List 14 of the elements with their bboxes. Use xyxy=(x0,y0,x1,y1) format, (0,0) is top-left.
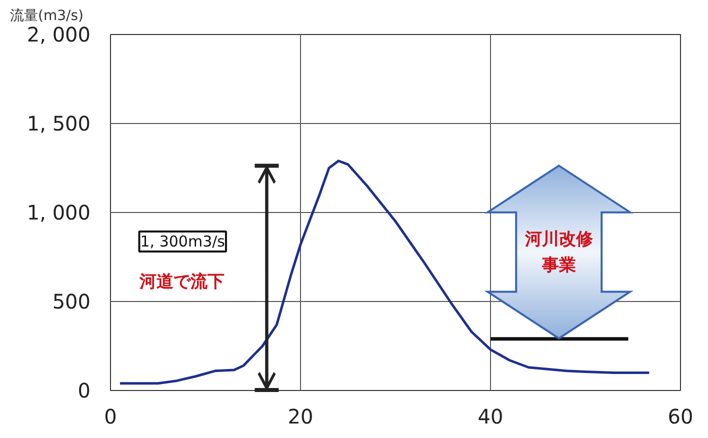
y-axis-title: 流量(m3/s) xyxy=(10,8,84,24)
y-tick-label: 1, 000 xyxy=(26,200,91,224)
y-tick-label: 500 xyxy=(52,290,91,314)
y-tick-label: 0 xyxy=(78,378,91,402)
line-series xyxy=(118,160,650,385)
annotation: 河川改修事業 xyxy=(524,230,594,276)
x-tick-label: 40 xyxy=(478,404,504,428)
annotation: 1, 300m3/s xyxy=(140,232,226,250)
annotation: 河道で流下 xyxy=(138,272,224,292)
x-tick-label: 60 xyxy=(668,404,694,428)
y-tick-label: 1, 500 xyxy=(26,112,91,136)
y-tick-label: 2, 000 xyxy=(26,22,91,46)
x-tick-label: 0 xyxy=(104,404,117,428)
x-tick-label: 20 xyxy=(288,404,314,428)
